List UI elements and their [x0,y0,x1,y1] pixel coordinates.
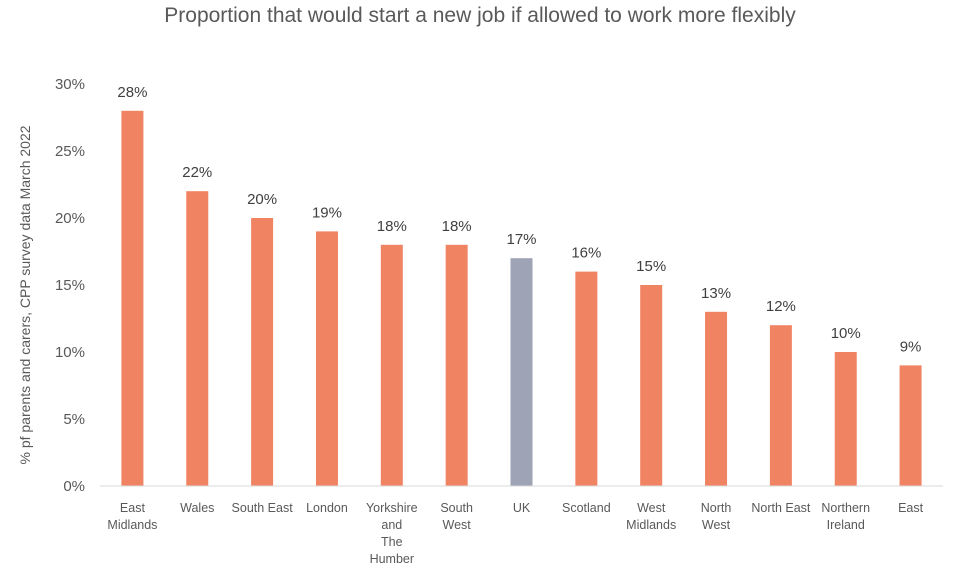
bar [834,352,857,486]
y-tick-label: 25% [55,143,85,160]
y-tick-label: 0% [63,478,85,495]
data-label: 17% [506,231,536,248]
bar [121,110,144,487]
x-tick-label: Yorkshire and The Humber [366,501,418,566]
bars [121,110,922,487]
x-tick-label: London [306,501,348,515]
bar [575,271,598,486]
x-tick-label: West Midlands [626,501,676,532]
bar [251,218,274,486]
bar [186,191,209,486]
data-label: 9% [900,338,922,355]
bar [510,258,533,486]
y-tick-label: 30% [55,76,85,93]
x-tick-label: UK [513,501,531,515]
x-axis-labels: East Midlands Wales South East London Yorkshi… [107,501,923,566]
y-tick-label: 20% [55,210,85,227]
x-tick-label: North West [701,501,732,532]
data-label: 18% [442,218,472,235]
x-tick-label: Scotland [562,501,611,515]
x-tick-label: North East [751,501,811,515]
y-tick-label: 10% [55,344,85,361]
bar [445,244,468,486]
chart-title: Proportion that would start a new job if… [164,4,796,27]
y-tick-label: 15% [55,277,85,294]
data-label: 22% [182,164,212,181]
data-label: 18% [377,218,407,235]
x-tick-label: Northern Ireland [821,501,870,532]
x-tick-label: East [898,501,924,515]
bar [769,325,792,486]
data-label: 15% [636,258,666,275]
x-tick-label: South East [232,501,294,515]
data-label: 13% [701,285,731,302]
bar [705,311,728,486]
x-tick-label: Wales [180,501,214,515]
y-axis-ticks: 0% 5% 10% 15% 20% 25% 30% [55,76,85,495]
bar [315,231,338,486]
x-tick-label: South West [440,501,473,532]
bar [899,365,922,486]
bar [380,244,403,486]
data-label: 12% [766,298,796,315]
y-tick-label: 5% [63,411,85,428]
data-labels: 28% 22% 20% 19% 18% 18% 17% 16% 15% 13% 12% 10% 9% [117,84,921,356]
data-label: 16% [571,245,601,262]
bar [640,285,663,486]
data-label: 19% [312,204,342,221]
data-label: 20% [247,191,277,208]
data-label: 28% [117,84,147,101]
data-label: 10% [831,325,861,342]
x-tick-label: East Midlands [107,501,157,532]
